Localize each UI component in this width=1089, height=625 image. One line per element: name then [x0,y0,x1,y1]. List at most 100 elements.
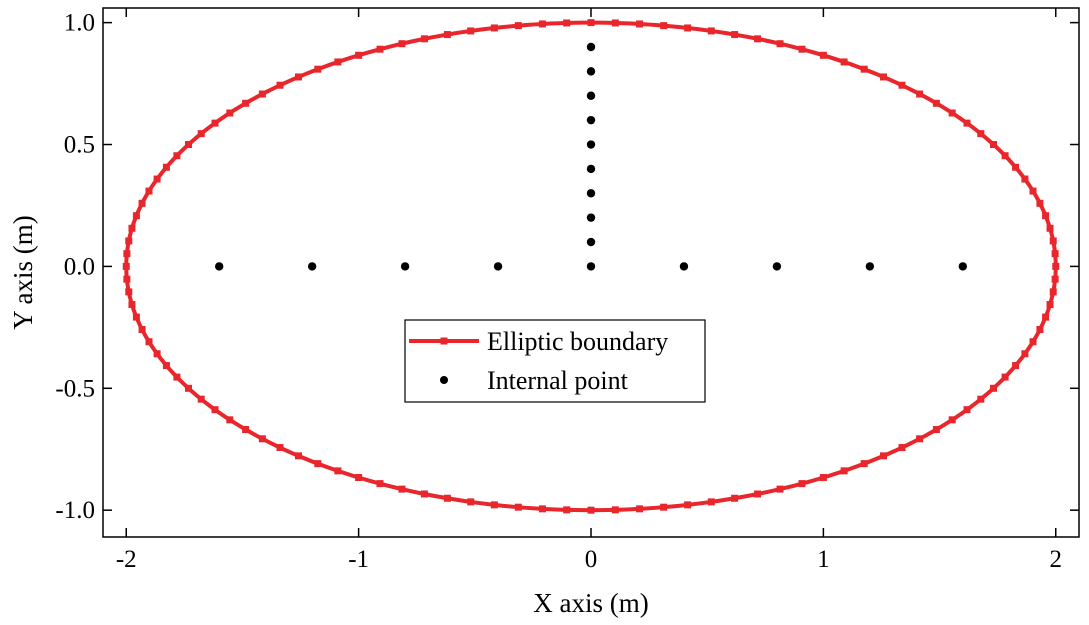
elliptic-boundary-marker [276,444,284,452]
internal-point [586,42,596,52]
elliptic-boundary-marker [819,474,827,482]
elliptic-boundary-marker [754,490,762,498]
y-tick-label: -0.5 [55,375,95,402]
elliptic-boundary-marker [226,109,234,117]
x-tick-label: 1 [817,546,830,573]
elliptic-boundary-marker [798,480,806,488]
elliptic-boundary-marker [898,444,906,452]
x-tick-label: -1 [348,546,369,573]
elliptic-boundary-marker [153,175,161,183]
y-tick-label: 0.5 [64,132,95,159]
internal-point [586,213,596,222]
plot-area [122,19,1060,514]
elliptic-boundary-marker [162,163,170,171]
elliptic-boundary-marker [989,384,997,392]
elliptic-boundary-marker [125,237,133,245]
elliptic-boundary-marker [162,362,170,370]
elliptic-boundary-marker [1051,250,1059,258]
elliptic-boundary-marker [754,35,762,43]
elliptic-boundary-marker [731,494,739,502]
y-tick-label: -1.0 [55,497,95,524]
internal-point [586,189,596,198]
x-tick-label: 0 [585,546,598,573]
elliptic-boundary-marker [132,212,140,220]
elliptic-boundary-marker [963,119,971,127]
y-tick-label: 0.0 [64,253,95,280]
elliptic-boundary-marker [122,262,130,270]
elliptic-boundary-marker [258,435,266,443]
elliptic-boundary-marker [185,384,193,392]
elliptic-boundary-marker [776,485,784,493]
legend: Elliptic boundary Internal point [404,319,706,403]
elliptic-boundary-marker [1046,224,1054,232]
elliptic-boundary-marker [355,474,363,482]
elliptic-boundary-marker [898,81,906,89]
elliptic-boundary-marker [860,460,868,468]
elliptic-boundary-marker [398,40,406,48]
elliptic-boundary-marker [948,109,956,117]
internal-point [586,91,596,100]
elliptic-boundary-marker [128,301,136,309]
elliptic-boundary-marker [879,452,887,460]
elliptic-boundary-marker [1049,237,1057,245]
x-axis-title: X axis (m) [533,588,648,618]
elliptic-boundary-marker [611,19,619,27]
elliptic-boundary-marker [211,119,219,127]
elliptic-boundary-marker [490,501,498,509]
elliptic-boundary-marker [125,288,133,296]
elliptic-boundary-marker [295,452,303,460]
internal-point [586,237,596,247]
y-axis-title: Y axis (m) [8,215,38,329]
elliptic-boundary-marker [636,20,644,28]
internal-point [214,262,224,271]
elliptic-boundary-marker [355,51,363,59]
internal-point [586,115,596,125]
elliptic-boundary-marker [334,467,342,475]
legend-label-internal-point: Internal point [487,366,629,395]
legend-marker-elliptic-boundary [440,337,448,345]
elliptic-boundary-marker [173,152,181,160]
elliptic-boundary-marker [138,199,146,207]
elliptic-boundary-marker [514,503,522,511]
elliptic-boundary-marker [660,503,668,511]
elliptic-boundary-marker [242,426,250,434]
internal-point [772,262,782,271]
axis-ticks: -2 -1 0 1 2 -1.0 -0.5 0.0 0.5 1.0 [55,8,1079,573]
elliptic-boundary-marker [467,498,475,506]
elliptic-boundary-marker [314,460,322,468]
x-tick-label: -2 [116,546,137,573]
elliptic-boundary-marker [611,506,619,514]
plot-frame [102,7,1080,538]
elliptic-boundary-marker [819,51,827,59]
internal-point [307,262,317,271]
elliptic-boundary-marker [490,24,498,32]
internal-point [865,262,875,271]
elliptic-boundary-marker [514,22,522,30]
elliptic-boundary-marker [963,406,971,414]
elliptic-boundary-marker [798,45,806,53]
elliptic-boundary-marker [197,130,205,138]
elliptic-boundary-marker [731,31,739,39]
elliptic-boundary-marker [989,141,997,149]
elliptic-boundary-marker [138,326,146,334]
internal-point [679,262,689,271]
elliptic-boundary-marker [1049,288,1057,296]
elliptic-boundary-marker [1021,175,1029,183]
elliptic-boundary-marker [563,19,571,27]
elliptic-boundary-marker [1036,199,1044,207]
elliptic-boundary-marker [1001,373,1009,381]
elliptic-boundary-marker [242,99,250,107]
elliptic-boundary-marker [376,480,384,488]
elliptic-boundary-marker [334,58,342,66]
elliptic-boundary-marker [153,350,161,358]
elliptic-boundary-marker [879,73,887,81]
elliptic-boundary-marker [707,27,715,35]
legend-swatch-internal-point [440,376,448,384]
elliptic-boundary-marker [420,490,428,498]
elliptic-boundary-marker [1012,362,1020,370]
elliptic-boundary-marker [123,275,131,283]
elliptic-boundary-marker [197,395,205,403]
elliptic-boundary-marker [660,22,668,30]
elliptic-boundary-marker [977,395,985,403]
elliptic-boundary-marker [1029,187,1037,195]
